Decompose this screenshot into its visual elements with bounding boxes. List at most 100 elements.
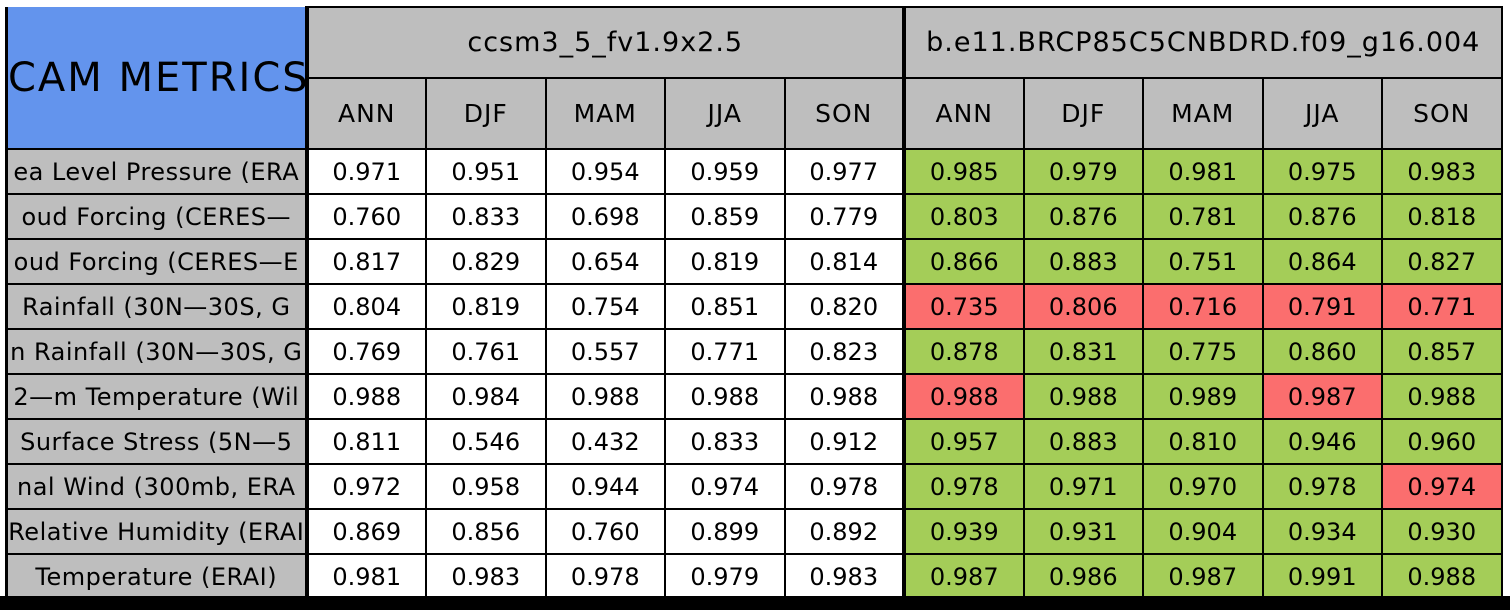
model1-value-cell: 0.951 [425,148,547,195]
model2-value-cell: 0.978 [1261,463,1383,510]
model2-value-cell: 0.939 [902,508,1025,555]
model2-value-cell: 0.904 [1142,508,1264,555]
model1-value-cell: 0.769 [304,328,427,375]
season-header-model1-djf: DJF [425,77,547,150]
model2-value-cell: 0.876 [1261,193,1383,240]
model2-value-cell: 0.988 [1381,553,1503,600]
model2-value-cell: 0.971 [1022,463,1144,510]
model1-value-cell: 0.912 [783,418,905,465]
model2-value-cell: 0.934 [1261,508,1383,555]
model1-value-cell: 0.820 [783,283,905,330]
model1-value-cell: 0.654 [544,238,666,285]
model2-value-cell: 0.970 [1142,463,1264,510]
season-header-model2-son: SON [1381,77,1503,150]
model1-value-cell: 0.761 [425,328,547,375]
model2-value-cell: 0.751 [1142,238,1264,285]
model1-name-header: ccsm3_5_fv1.9x2.5 [304,6,905,79]
model2-value-cell: 0.818 [1381,193,1503,240]
model2-value-cell: 0.957 [902,418,1025,465]
model1-value-cell: 0.760 [304,193,427,240]
model2-value-cell: 0.946 [1261,418,1383,465]
model1-value-cell: 0.829 [425,238,547,285]
model1-value-cell: 0.988 [783,373,905,420]
model2-value-cell: 0.791 [1261,283,1383,330]
metric-label: Rainfall (30N—30S, G [5,283,309,330]
model2-value-cell: 0.781 [1142,193,1264,240]
table-row: Relative Humidity (ERAI 0.869 0.856 0.760 0.… [5,508,1503,555]
model2-value-cell: 0.960 [1381,418,1503,465]
model1-value-cell: 0.954 [544,148,666,195]
model2-value-cell: 0.827 [1381,238,1503,285]
metric-label: oud Forcing (CERES— [5,193,309,240]
model2-name-header: b.e11.BRCP85C5CNBDRD.f09_g16.004 [902,6,1503,79]
model1-value-cell: 0.771 [664,328,786,375]
metric-label: n Rainfall (30N—30S, G [5,328,309,375]
model1-value-cell: 0.988 [544,373,666,420]
model2-value-cell: 0.771 [1381,283,1503,330]
model2-value-cell: 0.987 [1142,553,1264,600]
season-header-model2-mam: MAM [1142,77,1264,150]
model1-value-cell: 0.899 [664,508,786,555]
model2-value-cell: 0.716 [1142,283,1264,330]
model2-value-cell: 0.988 [1381,373,1503,420]
model2-value-cell: 0.866 [902,238,1025,285]
table-row: n Rainfall (30N—30S, G 0.769 0.761 0.557 0.7… [5,328,1503,375]
model2-value-cell: 0.803 [902,193,1025,240]
metric-label: 2—m Temperature (Wil [5,373,309,420]
model1-value-cell: 0.851 [664,283,786,330]
model1-value-cell: 0.698 [544,193,666,240]
model2-value-cell: 0.857 [1381,328,1503,375]
metric-label: nal Wind (300mb, ERA [5,463,309,510]
model1-value-cell: 0.971 [304,148,427,195]
table-row: Temperature (ERAI) 0.981 0.983 0.978 0.979 0.… [5,553,1503,600]
model1-value-cell: 0.814 [783,238,905,285]
model2-value-cell: 0.988 [1022,373,1144,420]
metric-label: Temperature (ERAI) [5,553,309,600]
model1-value-cell: 0.892 [783,508,905,555]
table-row: Rainfall (30N—30S, G 0.804 0.819 0.754 0.851… [5,283,1503,330]
table-row: oud Forcing (CERES— 0.760 0.833 0.698 0.859 0… [5,193,1503,240]
model2-value-cell: 0.775 [1142,328,1264,375]
model1-value-cell: 0.983 [425,553,547,600]
model2-value-cell: 0.930 [1381,508,1503,555]
model1-value-cell: 0.819 [664,238,786,285]
model2-value-cell: 0.883 [1022,418,1144,465]
model2-value-cell: 0.735 [902,283,1025,330]
model1-value-cell: 0.978 [783,463,905,510]
model2-value-cell: 0.878 [902,328,1025,375]
model1-value-cell: 0.817 [304,238,427,285]
model2-value-cell: 0.979 [1022,148,1144,195]
model2-value-cell: 0.988 [902,373,1025,420]
model-header-row: CAM METRICS ccsm3_5_fv1.9x2.5 b.e11.BRCP… [5,6,1503,150]
model1-value-cell: 0.979 [664,553,786,600]
model1-value-cell: 0.754 [544,283,666,330]
season-header-model2-ann: ANN [902,77,1025,150]
metrics-table: CAM METRICS ccsm3_5_fv1.9x2.5 b.e11.BRCP… [5,6,1503,600]
model1-value-cell: 0.984 [425,373,547,420]
model2-value-cell: 0.806 [1022,283,1144,330]
model1-value-cell: 0.760 [544,508,666,555]
model1-value-cell: 0.869 [304,508,427,555]
metric-label: ea Level Pressure (ERA [5,148,309,195]
metric-label: Relative Humidity (ERAI [5,508,309,555]
model2-value-cell: 0.981 [1142,148,1264,195]
model2-value-cell: 0.831 [1022,328,1144,375]
metric-label: oud Forcing (CERES—E [5,238,309,285]
table-title: CAM METRICS [5,7,309,150]
model2-value-cell: 0.975 [1261,148,1383,195]
model1-value-cell: 0.833 [425,193,547,240]
model1-value-cell: 0.988 [304,373,427,420]
model1-value-cell: 0.972 [304,463,427,510]
model1-value-cell: 0.958 [425,463,547,510]
bottom-border-bar [0,596,1510,610]
model1-value-cell: 0.823 [783,328,905,375]
model1-value-cell: 0.432 [544,418,666,465]
model1-value-cell: 0.779 [783,193,905,240]
model2-value-cell: 0.987 [902,553,1025,600]
season-header-model1-son: SON [783,77,905,150]
model1-value-cell: 0.546 [425,418,547,465]
model2-value-cell: 0.810 [1142,418,1264,465]
model1-value-cell: 0.944 [544,463,666,510]
model1-value-cell: 0.983 [783,553,905,600]
